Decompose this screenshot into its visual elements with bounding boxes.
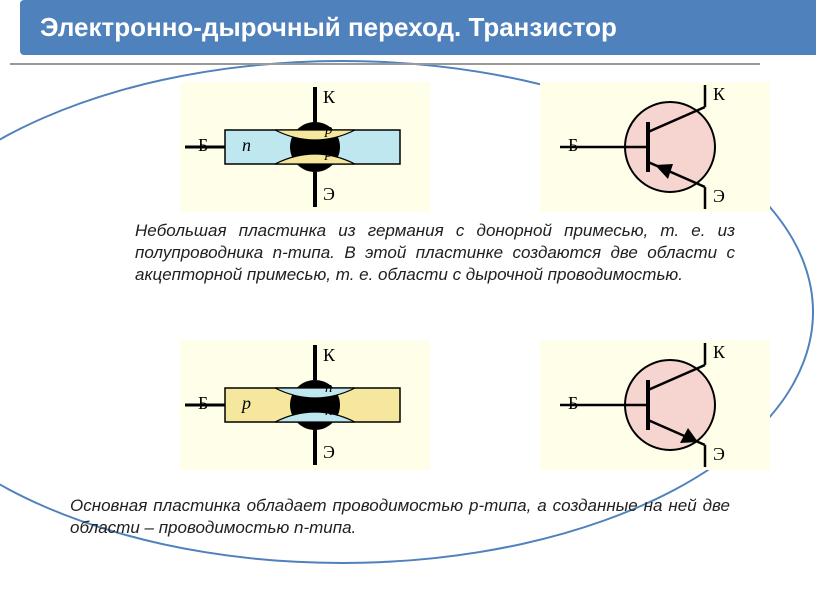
paragraph-2: Основная пластинка обладает проводимость… bbox=[70, 495, 730, 539]
page-title: Электронно-дырочный переход. Транзистор bbox=[20, 0, 816, 55]
label-base: Б bbox=[568, 135, 578, 156]
title-underline bbox=[10, 63, 760, 65]
label-base: Б bbox=[568, 393, 578, 414]
diagram-symbol-npn: Б К Э bbox=[540, 340, 770, 470]
label-emitter: Э bbox=[713, 444, 725, 465]
label-collector: К bbox=[713, 342, 725, 363]
diagram-structure-pnp: Б К Э p n n bbox=[180, 340, 430, 470]
label-emitter: Э bbox=[323, 442, 335, 463]
label-p-bot: p bbox=[325, 145, 333, 162]
label-emitter: Э bbox=[323, 184, 335, 205]
label-n-top: n bbox=[325, 380, 333, 397]
label-collector: К bbox=[323, 345, 335, 366]
label-p-top: p bbox=[325, 122, 333, 139]
label-base: Б bbox=[198, 135, 208, 156]
label-base: Б bbox=[198, 393, 208, 414]
label-collector: К bbox=[323, 87, 335, 108]
label-n-region: n bbox=[242, 135, 251, 156]
label-n-bot: n bbox=[325, 403, 333, 420]
diagram-symbol-pnp: Б К Э bbox=[540, 82, 770, 212]
label-emitter: Э bbox=[713, 186, 725, 207]
paragraph-1: Небольшая пластинка из германия с донорн… bbox=[135, 220, 735, 286]
diagram-structure-npn: Б К Э n p p bbox=[180, 82, 430, 212]
label-collector: К bbox=[713, 84, 725, 105]
label-p-region: p bbox=[242, 393, 251, 414]
